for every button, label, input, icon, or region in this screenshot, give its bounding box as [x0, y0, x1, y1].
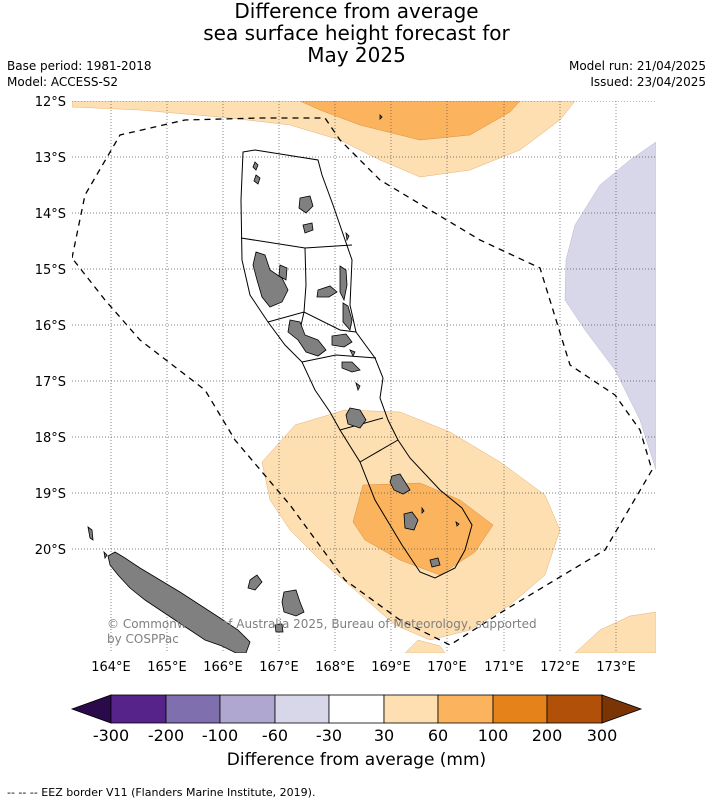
- lat-label: 12°S: [35, 95, 66, 110]
- colorbar-tick-label: 30: [374, 726, 394, 745]
- lon-label: 170°E: [427, 660, 467, 675]
- colorbar-tick-label: 60: [428, 726, 448, 745]
- title-line-3: May 2025: [307, 43, 406, 67]
- lat-label: 16°S: [35, 319, 66, 334]
- colorbar-tick-label: -200: [148, 726, 184, 745]
- map-area: [72, 101, 656, 653]
- lat-label: 19°S: [35, 487, 66, 502]
- chart-title: Difference from average sea surface heig…: [0, 0, 713, 66]
- colorbar-title: Difference from average (mm): [226, 750, 487, 770]
- colorbar-extend-high: [601, 694, 643, 724]
- colorbar-tick-label: 200: [532, 726, 563, 745]
- lat-label: 14°S: [35, 207, 66, 222]
- colorbar-tick-label: 300: [587, 726, 618, 745]
- eez-border: [72, 117, 653, 646]
- anomaly-band-30-60-southcentral: [404, 639, 446, 653]
- base-period-text: Base period: 1981-2018: [7, 59, 152, 73]
- colorbar-segment: [110, 694, 167, 724]
- lat-label: 15°S: [35, 263, 66, 278]
- colorbar-tick-label: -30: [316, 726, 342, 745]
- model-run-text: Model run: 21/04/2025: [568, 59, 706, 73]
- lon-label: 172°E: [540, 660, 580, 675]
- colorbar-tick-label: 100: [478, 726, 509, 745]
- colorbar-segment: [437, 694, 494, 724]
- eez-legend-note: -- -- -- EEZ border V11 (Flanders Marine…: [7, 786, 316, 799]
- anomaly-band-negative-east: [564, 141, 656, 471]
- colorbar-segment: [328, 694, 385, 724]
- colorbar: [70, 694, 643, 724]
- lon-label: 168°E: [315, 660, 355, 675]
- lon-label: 166°E: [203, 660, 243, 675]
- colorbar-segment: [492, 694, 548, 724]
- issued-text: Issued: 23/04/2025: [590, 75, 706, 89]
- lon-label: 165°E: [147, 660, 187, 675]
- colorbar-segment: [165, 694, 221, 724]
- lat-label: 18°S: [35, 431, 66, 446]
- copyright-line-2: by COSPPac: [107, 632, 179, 646]
- anomaly-band-60-100-north: [299, 101, 521, 141]
- colorbar-tick-label: -300: [93, 726, 129, 745]
- lon-label: 173°E: [596, 660, 636, 675]
- islands: [87, 114, 460, 653]
- meta-left: Base period: 1981-2018 Model: ACCESS-S2: [7, 58, 152, 90]
- colorbar-tick-label: -100: [202, 726, 238, 745]
- lat-label: 17°S: [35, 375, 66, 390]
- lon-label: 164°E: [91, 660, 131, 675]
- anomaly-band-30-60-southeast: [574, 611, 656, 653]
- model-text: Model: ACCESS-S2: [7, 75, 119, 89]
- copyright-line-1: © Commonwealth of Australia 2025, Bureau…: [107, 617, 537, 631]
- colorbar-segment: [546, 694, 603, 724]
- lon-label: 169°E: [371, 660, 411, 675]
- colorbar-ticks: -300 -200 -100 -60 -30 30 60 100 200 300: [93, 726, 617, 745]
- lat-label: 13°S: [35, 151, 66, 166]
- lon-label: 167°E: [259, 660, 299, 675]
- colorbar-tick-label: -60: [262, 726, 288, 745]
- copyright-notice: © Commonwealth of Australia 2025, Bureau…: [107, 617, 537, 647]
- colorbar-extend-low: [70, 694, 112, 724]
- lon-label: 171°E: [484, 660, 524, 675]
- colorbar-segment: [274, 694, 330, 724]
- colorbar-segment: [383, 694, 439, 724]
- lat-labels: 12°S 13°S 14°S 15°S 16°S 17°S 18°S 19°S …: [35, 95, 66, 558]
- lon-labels: 164°E 165°E 166°E 167°E 168°E 169°E 170°…: [91, 660, 636, 675]
- title-line-2: sea surface height forecast for: [203, 21, 510, 45]
- lat-label: 20°S: [35, 543, 66, 558]
- colorbar-segment: [219, 694, 276, 724]
- title-line-1: Difference from average: [234, 0, 479, 23]
- meta-right: Model run: 21/04/2025 Issued: 23/04/2025: [569, 58, 706, 90]
